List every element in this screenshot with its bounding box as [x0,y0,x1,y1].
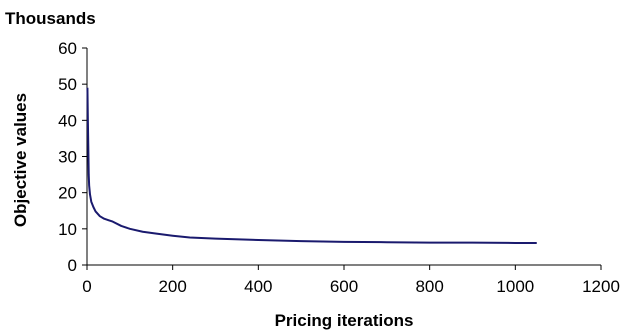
x-tick-label: 0 [82,277,91,296]
plot-area [86,87,537,244]
y-tick-label: 30 [58,148,77,167]
y-tick-label: 20 [58,184,77,203]
x-tick-label: 1000 [496,277,534,296]
x-tick-label: 1200 [582,277,620,296]
y-tick-label: 60 [58,39,77,58]
x-axis-title: Pricing iterations [275,311,414,330]
y-tick-label: 50 [58,75,77,94]
y-axis-title: Objective values [11,93,30,227]
series-line [86,87,537,244]
x-axis: 0 200 400 600 800 1000 1200 [82,264,620,296]
y-tick-label: 40 [58,111,77,130]
x-tick-label: 800 [415,277,443,296]
y-axis: 0 10 20 30 40 50 60 [58,39,88,275]
unit-label: Thousands [5,9,96,28]
y-tick-label: 10 [58,220,77,239]
x-tick-label: 200 [158,277,186,296]
y-tick-label: 0 [68,256,77,275]
x-tick-label: 400 [244,277,272,296]
x-tick-label: 600 [330,277,358,296]
